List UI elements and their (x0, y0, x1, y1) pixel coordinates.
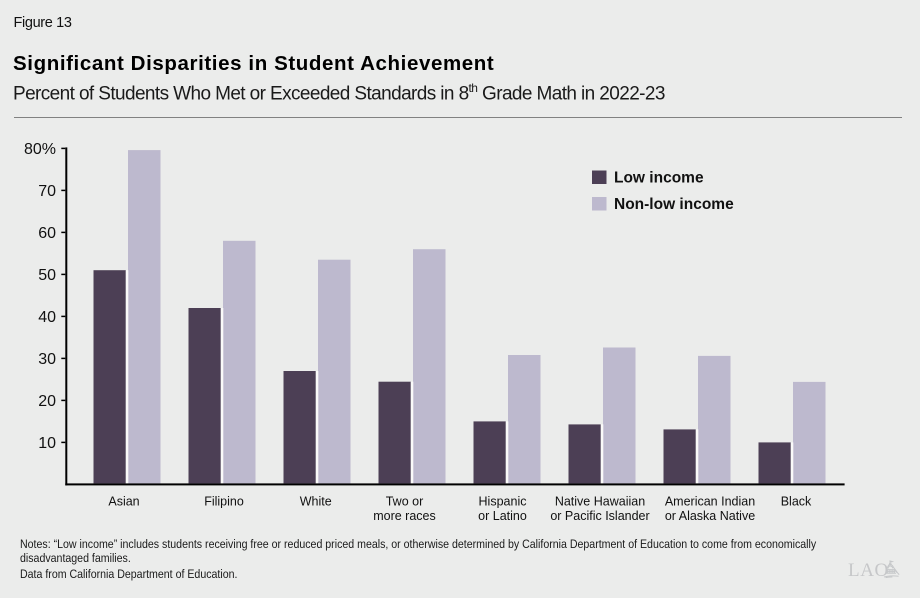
svg-text:or Alaska Native: or Alaska Native (665, 509, 755, 523)
svg-text:30: 30 (38, 351, 56, 368)
svg-text:70: 70 (38, 183, 56, 200)
svg-text:10: 10 (38, 435, 56, 452)
svg-text:or Latino: or Latino (478, 509, 527, 523)
svg-text:50: 50 (38, 267, 56, 284)
svg-text:80%: 80% (24, 141, 56, 158)
svg-text:Low income: Low income (614, 170, 704, 187)
svg-text:20: 20 (38, 393, 56, 410)
svg-text:White: White (300, 494, 332, 508)
svg-text:or Pacific Islander: or Pacific Islander (550, 509, 649, 523)
svg-text:more races: more races (373, 509, 436, 523)
svg-text:Hispanic: Hispanic (479, 494, 527, 508)
svg-text:Two or: Two or (386, 494, 424, 508)
svg-text:Non-low income: Non-low income (614, 196, 734, 213)
svg-text:Filipino: Filipino (204, 494, 244, 508)
svg-text:Native Hawaiian: Native Hawaiian (555, 494, 645, 508)
svg-text:40: 40 (38, 309, 56, 326)
svg-text:Black: Black (781, 494, 812, 508)
svg-text:60: 60 (38, 225, 56, 242)
svg-text:Asian: Asian (108, 494, 139, 508)
svg-text:American Indian: American Indian (665, 494, 755, 508)
